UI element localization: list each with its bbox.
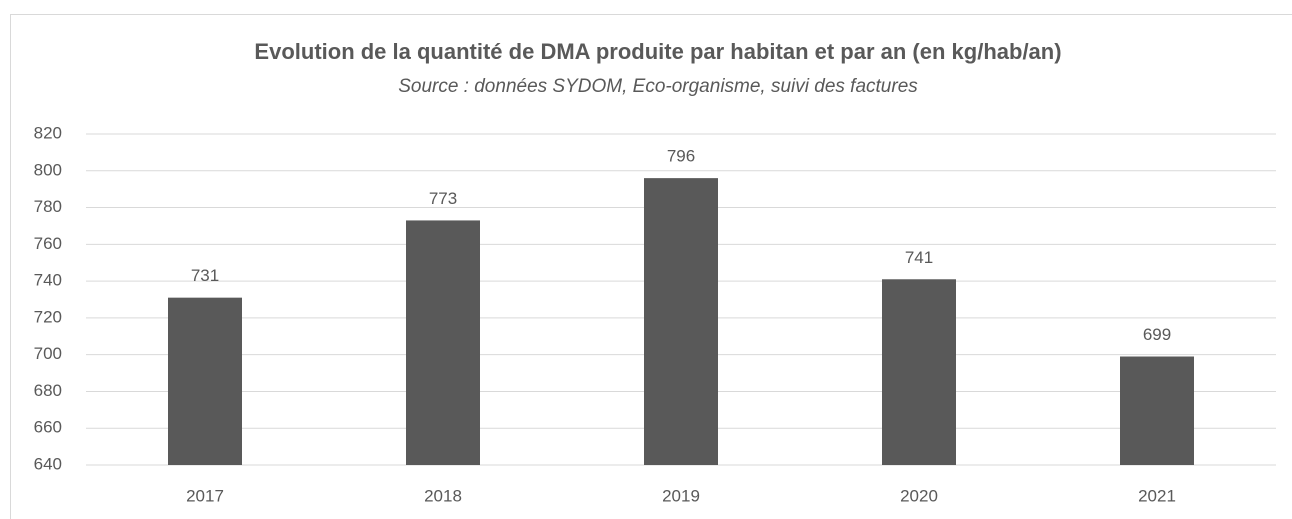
y-tick-label: 720 xyxy=(34,307,62,326)
y-tick-label: 640 xyxy=(34,454,62,473)
y-tick-label: 760 xyxy=(34,234,62,253)
chart-title: Evolution de la quantité de DMA produite… xyxy=(254,39,1061,64)
bar xyxy=(406,220,480,465)
y-tick-label: 680 xyxy=(34,381,62,400)
bar xyxy=(1120,356,1194,465)
data-label: 773 xyxy=(429,189,457,208)
x-tick-label: 2021 xyxy=(1138,486,1176,505)
y-tick-label: 800 xyxy=(34,160,62,179)
y-tick-label: 820 xyxy=(34,123,62,142)
bar xyxy=(882,279,956,465)
y-tick-label: 780 xyxy=(34,197,62,216)
data-label: 796 xyxy=(667,147,695,166)
x-tick-label: 2019 xyxy=(662,486,700,505)
x-tick-label: 2020 xyxy=(900,486,938,505)
data-label: 731 xyxy=(191,266,219,285)
bar xyxy=(168,297,242,465)
y-tick-label: 740 xyxy=(34,271,62,290)
chart-subtitle: Source : données SYDOM, Eco-organisme, s… xyxy=(398,76,918,97)
x-tick-label: 2017 xyxy=(186,486,224,505)
y-tick-label: 660 xyxy=(34,418,62,437)
y-tick-label: 700 xyxy=(34,344,62,363)
data-label: 699 xyxy=(1143,325,1171,344)
x-tick-label: 2018 xyxy=(424,486,462,505)
bar xyxy=(644,178,718,465)
data-label: 741 xyxy=(905,248,933,267)
